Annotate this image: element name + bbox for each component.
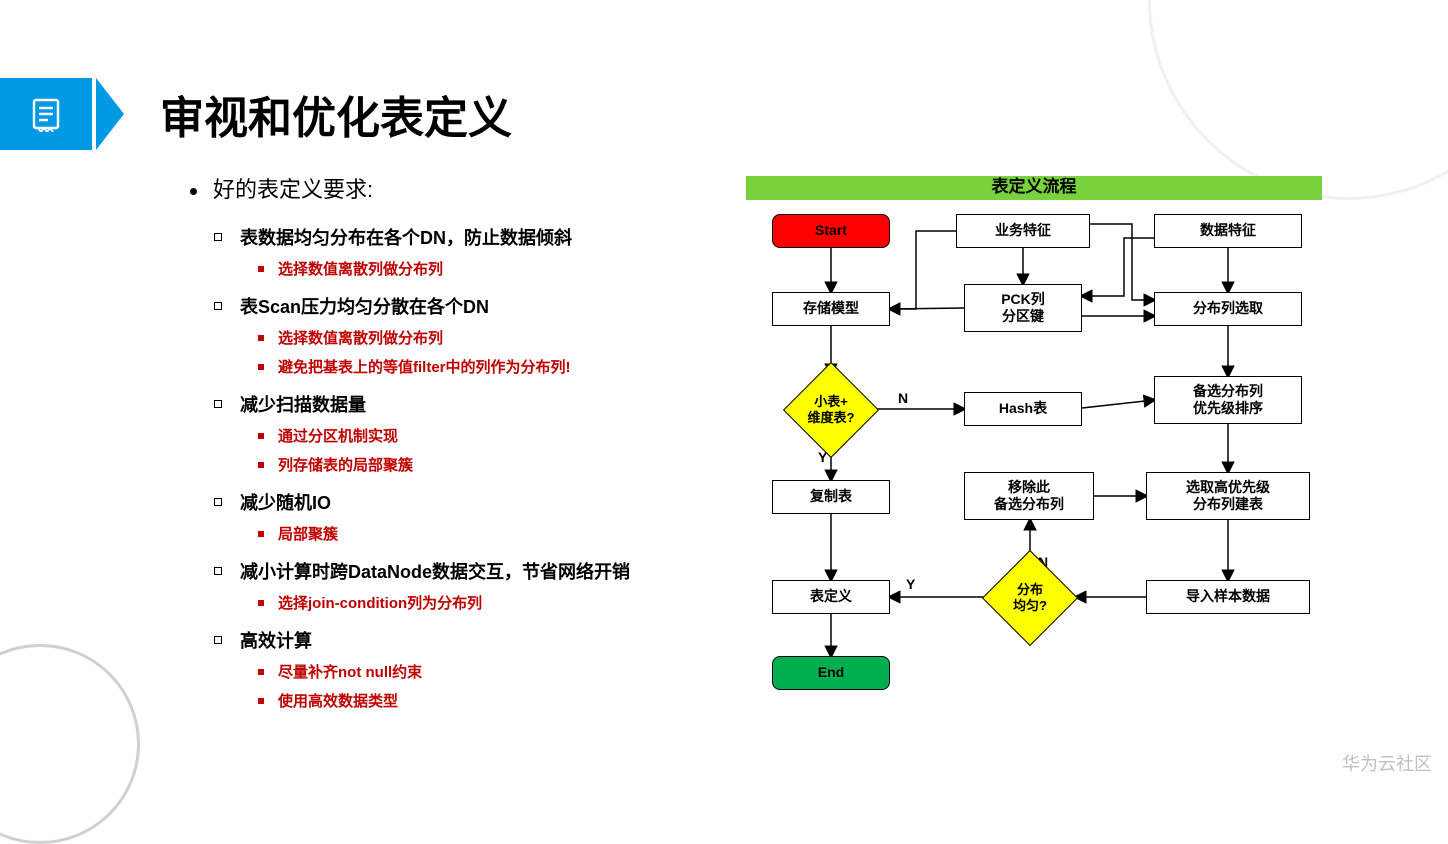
decor-corner-tr xyxy=(1148,0,1448,200)
slide-header: 审视和优化表定义 xyxy=(0,78,512,150)
requirements-list: 表数据均匀分布在各个DN，防止数据倾斜选择数值离散列做分布列表Scan压力均匀分… xyxy=(214,210,714,711)
list-sub-item: 选择数值离散列做分布列 xyxy=(258,327,714,348)
node-sample: 导入样本数据 xyxy=(1146,580,1310,614)
decor-corner-bl xyxy=(0,644,140,844)
list-sub-item: 列存储表的局部聚簇 xyxy=(258,454,714,475)
slide-subtitle: 好的表定义要求: xyxy=(190,172,373,204)
node-small: 小表+维度表? xyxy=(797,376,865,444)
list-item: 高效计算 xyxy=(214,627,714,653)
node-hash: Hash表 xyxy=(964,392,1082,426)
list-item: 减少扫描数据量 xyxy=(214,391,714,417)
list-item: 表数据均匀分布在各个DN，防止数据倾斜 xyxy=(214,224,714,250)
node-def: 表定义 xyxy=(772,580,890,614)
list-sub-item: 选择数值离散列做分布列 xyxy=(258,258,714,279)
list-sub-item: 选择join-condition列为分布列 xyxy=(258,592,714,613)
list-item: 表Scan压力均匀分散在各个DN xyxy=(214,293,714,319)
list-sub-item: 通过分区机制实现 xyxy=(258,425,714,446)
node-pck: PCK列分区键 xyxy=(964,284,1082,332)
node-select: 选取高优先级分布列建表 xyxy=(1146,472,1310,520)
edge-label-n1: N xyxy=(898,390,908,406)
list-sub-item: 局部聚簇 xyxy=(258,523,714,544)
list-item: 减小计算时跨DataNode数据交互，节省网络开销 xyxy=(214,558,714,584)
header-arrow-icon xyxy=(96,78,124,150)
flowchart: 表定义流程 xyxy=(746,176,1326,746)
list-sub-item: 避免把基表上的等值filter中的列作为分布列! xyxy=(258,356,714,377)
node-cand: 备选分布列优先级排序 xyxy=(1154,376,1302,424)
node-even: 分布均匀? xyxy=(996,564,1064,632)
watermark: 华为云社区 xyxy=(1342,750,1432,776)
subtitle-text: 好的表定义要求: xyxy=(213,177,373,202)
node-biz: 业务特征 xyxy=(956,214,1090,248)
list-sub-item: 使用高效数据类型 xyxy=(258,690,714,711)
list-sub-item: 尽量补齐not null约束 xyxy=(258,661,714,682)
node-end: End xyxy=(772,656,890,690)
slide-title: 审视和优化表定义 xyxy=(160,82,512,146)
edge-label-y2: Y xyxy=(906,576,915,592)
node-repl: 复制表 xyxy=(772,480,890,514)
document-icon xyxy=(0,78,92,150)
node-data: 数据特征 xyxy=(1154,214,1302,248)
node-storage: 存储模型 xyxy=(772,292,890,326)
node-remove: 移除此备选分布列 xyxy=(964,472,1094,520)
node-start: Start xyxy=(772,214,890,248)
list-item: 减少随机IO xyxy=(214,489,714,515)
node-distcol: 分布列选取 xyxy=(1154,292,1302,326)
